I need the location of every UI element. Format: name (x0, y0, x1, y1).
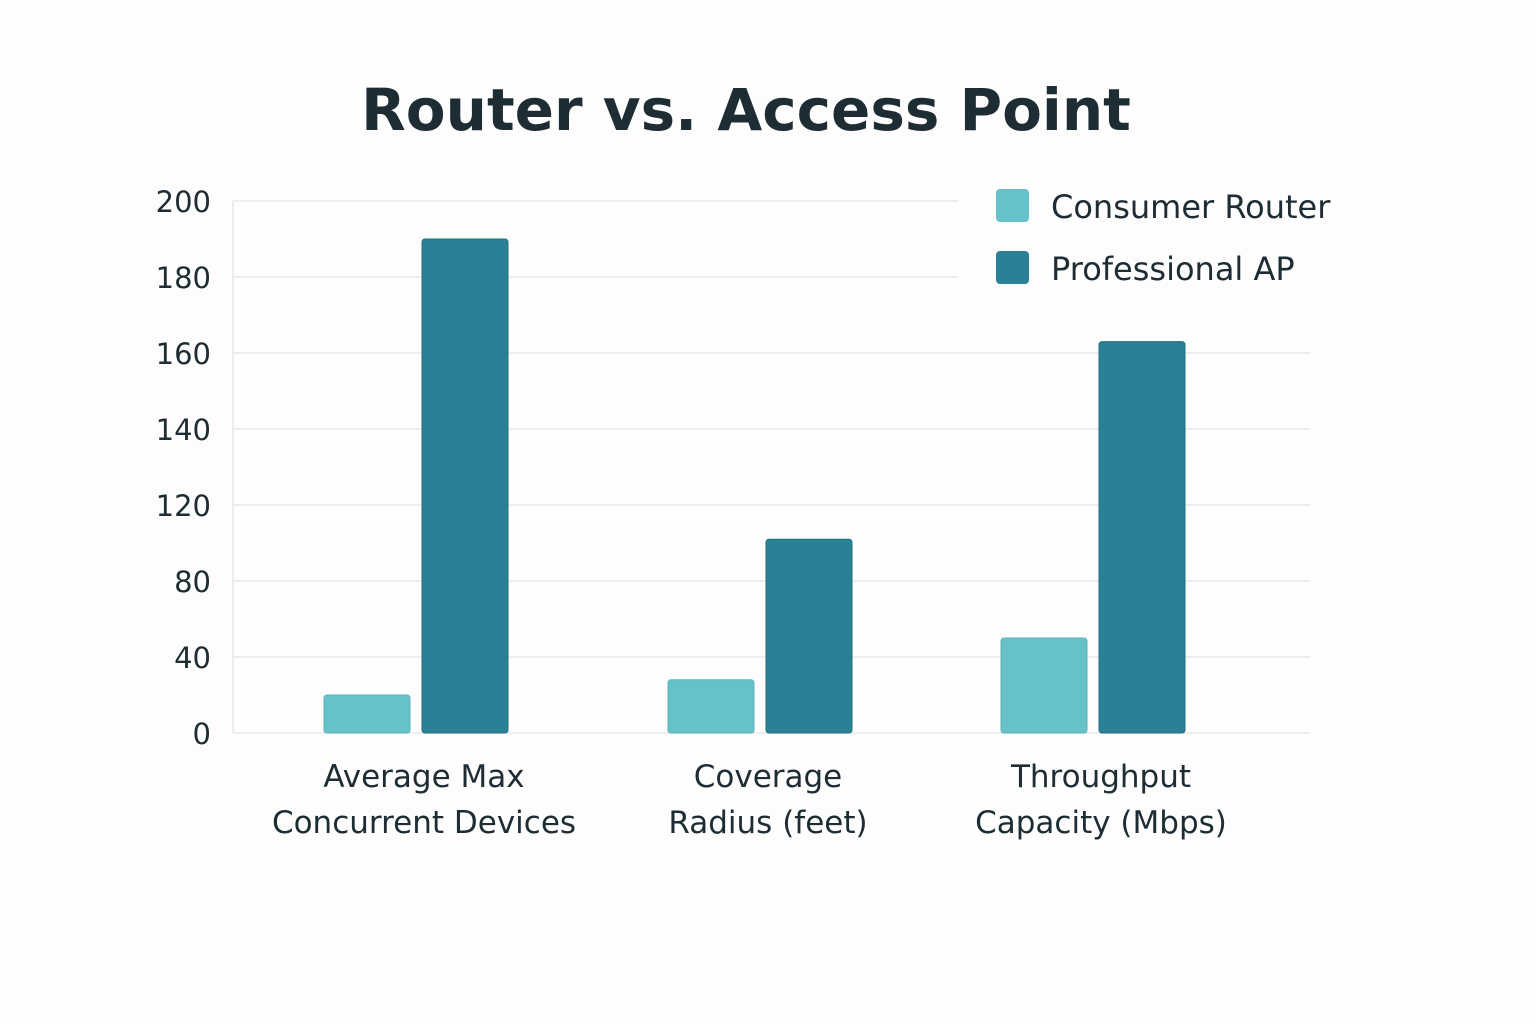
legend-label: Professional AP (1051, 250, 1295, 288)
x-axis-categories: Average Max Concurrent Devices Coverage Rad… (272, 759, 1227, 841)
y-tick-label: 180 (156, 261, 211, 295)
y-tick-label: 140 (156, 413, 211, 447)
y-tick-label: 40 (174, 641, 211, 675)
y-tick-label: 120 (156, 489, 211, 523)
y-axis-ticks: 0 40 80 120 140 160 180 200 (156, 185, 211, 751)
x-category-line: Radius (feet) (668, 805, 867, 841)
x-category-line: Capacity (Mbps) (975, 805, 1227, 841)
x-category-label: Coverage Radius (feet) (668, 759, 867, 841)
x-category-line: Throughput (1010, 759, 1191, 795)
x-category-line: Average Max (323, 759, 524, 795)
legend: Consumer Router Professional AP (996, 188, 1331, 288)
bar-consumer-router (667, 679, 755, 734)
x-category-label: Throughput Capacity (Mbps) (975, 759, 1227, 841)
y-tick-label: 200 (156, 185, 211, 219)
bar-consumer-router (323, 694, 411, 734)
bar-professional-ap (1098, 341, 1186, 734)
chart-title: Router vs. Access Point (361, 76, 1131, 144)
bars (323, 238, 1186, 734)
y-tick-label: 160 (156, 337, 211, 371)
x-category-label: Average Max Concurrent Devices (272, 759, 576, 841)
legend-swatch (996, 251, 1029, 284)
bar-professional-ap (765, 538, 853, 734)
x-category-line: Concurrent Devices (272, 805, 576, 841)
y-tick-label: 80 (174, 565, 211, 599)
bar-consumer-router (1000, 637, 1088, 734)
legend-label: Consumer Router (1051, 188, 1331, 226)
legend-swatch (996, 189, 1029, 222)
y-tick-label: 0 (193, 717, 211, 751)
x-category-line: Coverage (694, 759, 843, 795)
bar-professional-ap (421, 238, 509, 734)
